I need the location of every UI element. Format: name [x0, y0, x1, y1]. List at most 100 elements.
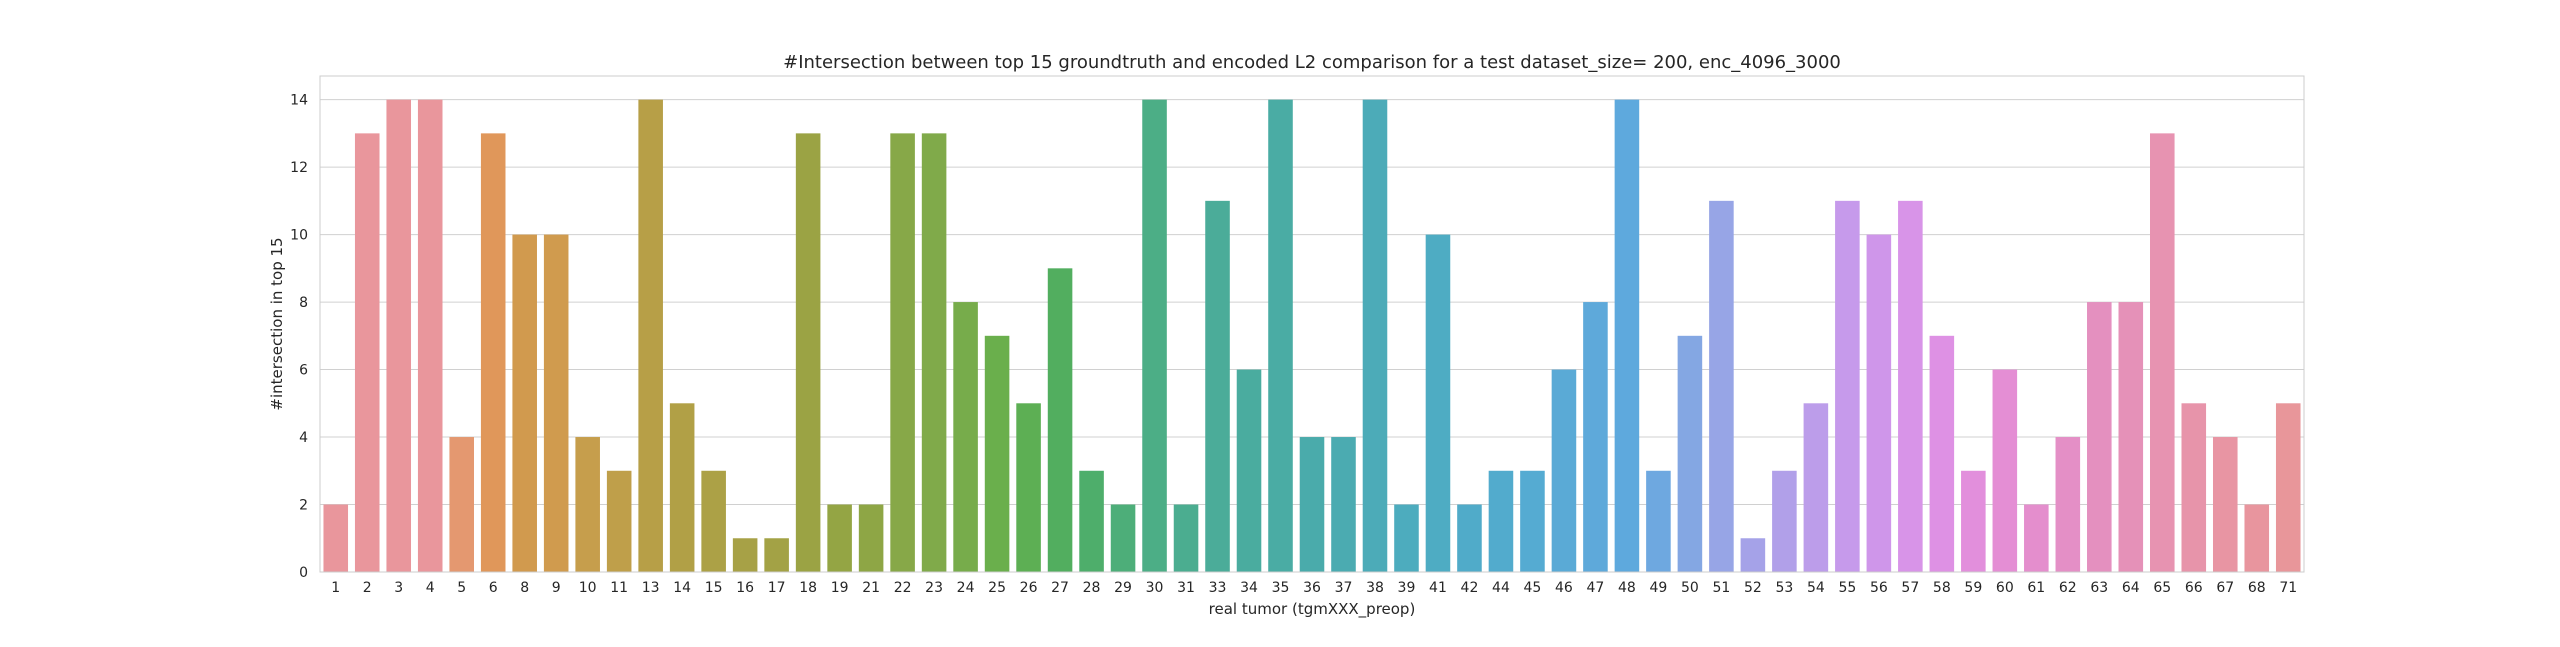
- bar: [1709, 200, 1734, 572]
- bar: [827, 504, 852, 572]
- bar: [2150, 133, 2175, 573]
- bar: [1929, 335, 1955, 572]
- bar: [953, 302, 978, 572]
- bar: [732, 538, 758, 572]
- bar: [1142, 99, 1167, 572]
- bar: [1614, 99, 1640, 572]
- bar: [1299, 437, 1325, 572]
- y-tick-label: 6: [299, 363, 308, 379]
- x-tick-label: 16: [736, 580, 754, 596]
- bar: [2244, 504, 2270, 572]
- bar: [1457, 504, 1482, 572]
- bar: [1992, 369, 2018, 572]
- plot-frame: [319, 75, 2305, 573]
- bar: [417, 99, 443, 572]
- x-tick-label: 51: [1712, 580, 1730, 596]
- x-tick-label: 13: [642, 580, 660, 596]
- x-tick-label: 37: [1335, 580, 1353, 596]
- bar: [449, 437, 474, 572]
- x-tick-label: 30: [1146, 580, 1164, 596]
- y-tick-label: 10: [290, 228, 308, 244]
- bar: [323, 504, 349, 572]
- bar: [858, 504, 884, 572]
- bar: [480, 133, 506, 573]
- x-tick-label: 15: [705, 580, 723, 596]
- x-tick-label: 45: [1524, 580, 1542, 596]
- bar: [1898, 200, 1923, 572]
- bar: [1803, 403, 1829, 572]
- bar: [1079, 470, 1104, 572]
- x-tick-label: 38: [1366, 580, 1384, 596]
- x-axis-title: real tumor (tgmXXX_preop): [1209, 600, 1416, 619]
- bar: [638, 99, 663, 572]
- bar: [1520, 470, 1545, 572]
- bar: [1425, 234, 1451, 573]
- bar: [1047, 268, 1073, 572]
- x-tick-label: 61: [2027, 580, 2045, 596]
- x-tick-label: 52: [1744, 580, 1762, 596]
- bar: [1331, 437, 1356, 572]
- bar: [764, 538, 789, 572]
- x-tick-label: 21: [862, 580, 880, 596]
- x-tick-label: 71: [2279, 580, 2297, 596]
- x-tick-label: 62: [2059, 580, 2077, 596]
- x-tick-label: 5: [457, 580, 466, 596]
- x-tick-label: 36: [1303, 580, 1321, 596]
- x-tick-label: 26: [1020, 580, 1038, 596]
- x-tick-label: 1: [331, 580, 340, 596]
- x-tick-label: 57: [1901, 580, 1919, 596]
- x-tick-label: 11: [610, 580, 628, 596]
- bar: [1236, 369, 1262, 572]
- bar: [1835, 200, 1860, 572]
- bar: [1110, 504, 1136, 572]
- y-tick-label: 4: [299, 430, 308, 446]
- x-tick-label: 48: [1618, 580, 1636, 596]
- x-tick-label: 42: [1461, 580, 1479, 596]
- y-ticks: 0 2 4 6 8 10 12 14: [290, 93, 308, 581]
- x-tick-label: 24: [957, 580, 975, 596]
- x-tick-label: 2: [363, 580, 372, 596]
- x-tick-label: 44: [1492, 580, 1510, 596]
- y-tick-label: 8: [299, 295, 308, 311]
- x-tick-label: 27: [1051, 580, 1069, 596]
- x-tick-label: 39: [1398, 580, 1416, 596]
- bar: [2118, 302, 2144, 572]
- bar: [2024, 504, 2049, 572]
- bar: [575, 437, 600, 572]
- bar: [386, 99, 412, 572]
- x-tick-label: 4: [426, 580, 435, 596]
- bar: [795, 133, 821, 573]
- x-tick-label: 23: [925, 580, 943, 596]
- x-tick-label: 64: [2122, 580, 2140, 596]
- x-tick-label: 10: [579, 580, 597, 596]
- bar: [1173, 504, 1199, 572]
- bar: [543, 234, 569, 573]
- bar: [1583, 302, 1608, 572]
- x-tick-label: 14: [673, 580, 691, 596]
- x-tick-label: 56: [1870, 580, 1888, 596]
- x-tick-label: 49: [1649, 580, 1667, 596]
- x-tick-label: 35: [1272, 580, 1290, 596]
- bar: [1016, 403, 1041, 572]
- x-tick-label: 54: [1807, 580, 1825, 596]
- x-tick-label: 68: [2248, 580, 2266, 596]
- x-tick-label: 31: [1177, 580, 1195, 596]
- x-ticks: 1 2 3 4 5 6 8 9 10 11 13 14 15 16 17 18 19 21 22 23 24 25 26 27…: [331, 580, 2297, 596]
- y-tick-label: 12: [290, 160, 308, 176]
- x-tick-label: 47: [1587, 580, 1605, 596]
- bar: [1394, 504, 1419, 572]
- x-tick-label: 58: [1933, 580, 1951, 596]
- bar: [1740, 538, 1766, 572]
- x-tick-label: 60: [1996, 580, 2014, 596]
- x-tick-label: 65: [2153, 580, 2171, 596]
- x-tick-label: 55: [1838, 580, 1856, 596]
- bar: [2087, 302, 2112, 572]
- bar: [1961, 470, 1986, 572]
- x-tick-label: 22: [894, 580, 912, 596]
- x-tick-label: 19: [831, 580, 849, 596]
- x-tick-label: 63: [2090, 580, 2108, 596]
- bar: [1866, 234, 1892, 573]
- x-tick-label: 3: [394, 580, 403, 596]
- bar: [606, 470, 632, 572]
- bar: [1646, 470, 1671, 572]
